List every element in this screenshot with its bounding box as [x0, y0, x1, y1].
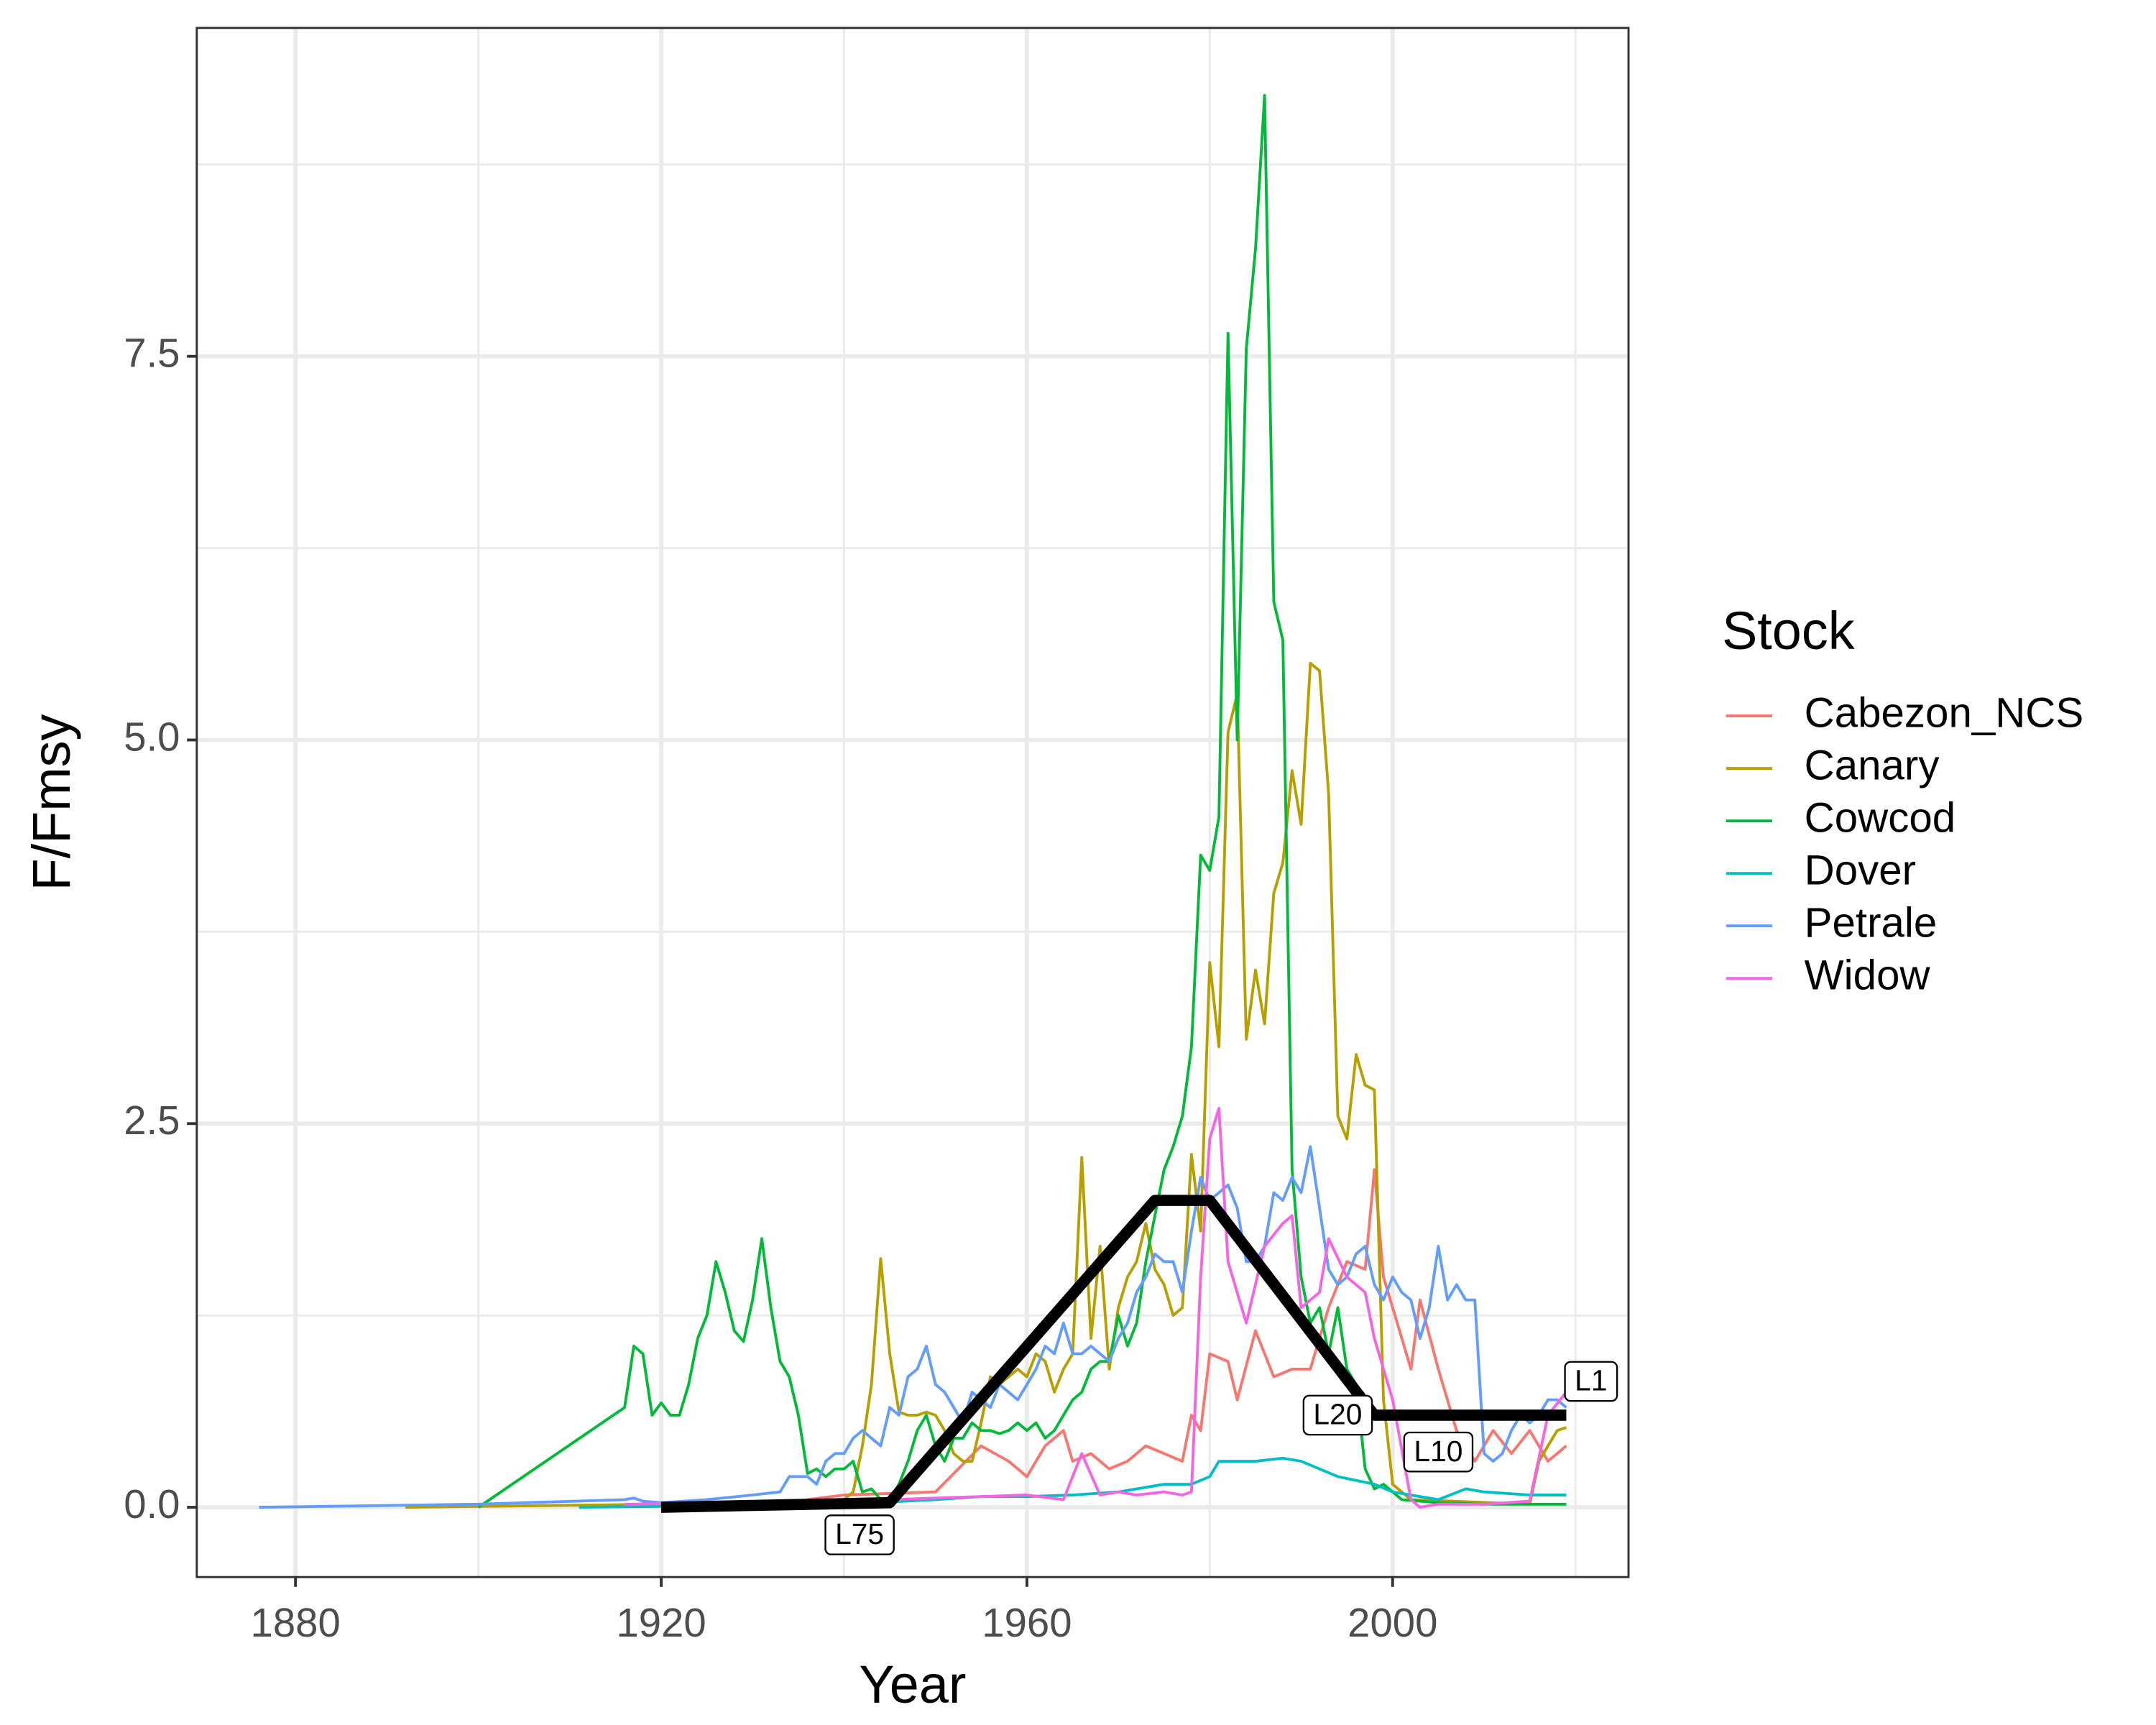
annotation-box: [1302, 1394, 1373, 1436]
legend-label: Cowcod: [1805, 795, 1955, 842]
annotation-box: [1403, 1431, 1474, 1473]
annotation: L10: [1403, 1431, 1474, 1473]
annotation-box: [1564, 1361, 1618, 1402]
legend-label: Dover: [1805, 847, 1916, 894]
plot-border: [195, 27, 1630, 1578]
annotation-box: [824, 1514, 895, 1555]
annotation: L75: [824, 1514, 895, 1555]
legend-label: Cabezon_NCS: [1805, 690, 2084, 737]
y-axis-title: F/Fmsy: [22, 714, 81, 891]
series-line: [625, 1106, 1567, 1509]
legend-label: Widow: [1805, 952, 1931, 999]
x-tick-label: 1880: [251, 1600, 341, 1645]
legend-label: Canary: [1805, 742, 1940, 789]
y-tick-label: 2.5: [124, 1098, 180, 1143]
x-tick-label: 1960: [982, 1600, 1072, 1645]
annotation: L20: [1302, 1394, 1373, 1436]
series-line: [405, 661, 1567, 1509]
plot-panel: [196, 27, 1629, 1578]
series-line: [259, 1145, 1567, 1509]
annotation-label: L20: [1313, 1398, 1362, 1431]
series-line: [477, 93, 1567, 1509]
y-tick-label: 0.0: [124, 1481, 180, 1527]
legend-title: Stock: [1722, 601, 1855, 661]
annotation: L1: [1564, 1361, 1618, 1402]
milestone-line: [660, 1195, 1567, 1513]
y-tick-label: 7.5: [124, 331, 180, 376]
y-tick-label: 5.0: [124, 714, 180, 759]
x-tick-label: 2000: [1348, 1600, 1437, 1645]
annotation-label: L10: [1414, 1435, 1462, 1468]
annotation-label: L75: [835, 1517, 884, 1550]
legend-label: Petrale: [1805, 900, 1938, 947]
series-line: [807, 1168, 1567, 1501]
annotation-label: L1: [1575, 1364, 1607, 1397]
x-axis-title: Year: [859, 1655, 966, 1714]
x-tick-label: 1920: [616, 1600, 706, 1645]
